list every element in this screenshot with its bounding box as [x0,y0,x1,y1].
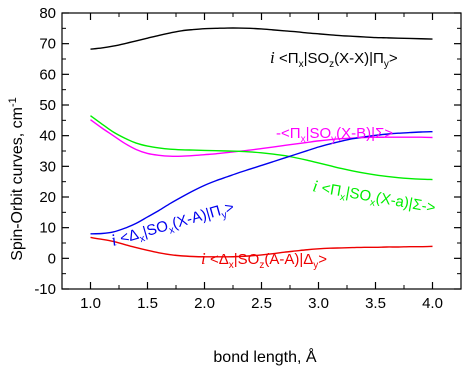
y-tick-label: 40 [39,128,56,145]
y-tick-label: 70 [39,36,56,53]
annotation-delta-soz-a-a: i <Δx|SOz(A-A)|Δy> [201,249,327,271]
x-tick-label: 1.5 [137,295,158,312]
annotation-delta-sox-x-a: i <Δx|SOx(X-A)|Πy> [109,197,237,253]
y-axis-title-sup: -1 [7,97,19,107]
annotation-pi-sox-x-a: i <Πx|SOx(X-a)|Σ-> [311,176,438,219]
x-tick-label: 1.0 [80,295,101,312]
x-axis-title: bond length, Å [213,347,317,366]
annotations: i <Πx|SOz(X-X)|Πy> -<Πx|SOy(X-B)|Σ> i <Πx|… [109,48,437,271]
y-tick-label: 60 [39,66,56,83]
delta-sox-x-a-curve [91,132,433,234]
pi-soz-x-x-curve [91,28,433,49]
x-tick-label: 2.5 [251,295,272,312]
annotation-pi-soy-x-b: -<Πx|SOy(X-B)|Σ> [276,125,393,145]
annotation-pi-soz-x-x: i <Πx|SOz(X-X)|Πy> [270,48,398,70]
x-tick-label: 3.0 [308,295,329,312]
y-tick-label: 30 [39,158,56,175]
y-tick-label: 0 [48,250,56,267]
x-tick-label: 4.0 [422,295,443,312]
y-axis-title: Spin-Orbit curves, cm-1 [7,97,26,261]
y-tick-label: 20 [39,189,56,206]
y-tick-label: 10 [39,220,56,237]
y-tick-label: 50 [39,97,56,114]
y-tick-label: -10 [34,281,56,298]
x-tick-label: 2.0 [194,295,215,312]
y-tick-label: 80 [39,5,56,22]
y-axis-title-main: Spin-Orbit curves, cm [9,107,26,261]
x-tick-label: 3.5 [365,295,386,312]
